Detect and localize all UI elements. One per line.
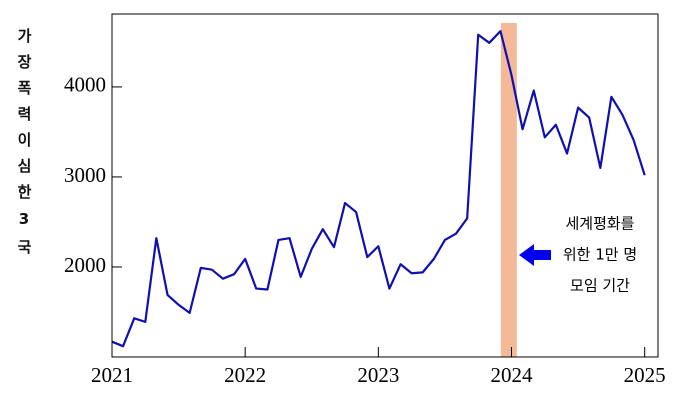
y-tick-label: 3000 xyxy=(64,163,106,187)
y-axis-label: 가장폭력이심한3국 xyxy=(15,28,33,265)
plot-frame xyxy=(111,13,659,358)
x-tick-label: 2024 xyxy=(491,363,534,387)
annotation: 모임 기간 xyxy=(570,277,630,295)
annotation: 세계평화를 xyxy=(565,215,634,233)
y-tick-label: 2000 xyxy=(64,253,106,277)
shaded-period xyxy=(500,23,517,357)
x-tick-label: 2025 xyxy=(624,363,666,387)
y-tick-label: 4000 xyxy=(64,73,106,97)
arrow xyxy=(519,244,551,266)
data-line xyxy=(111,30,646,348)
annotation: 위한 1만 명 xyxy=(563,246,637,264)
x-tick-label: 2023 xyxy=(357,363,399,387)
x-tick-label: 2022 xyxy=(224,363,266,387)
x-tick-label: 2021 xyxy=(91,363,133,387)
